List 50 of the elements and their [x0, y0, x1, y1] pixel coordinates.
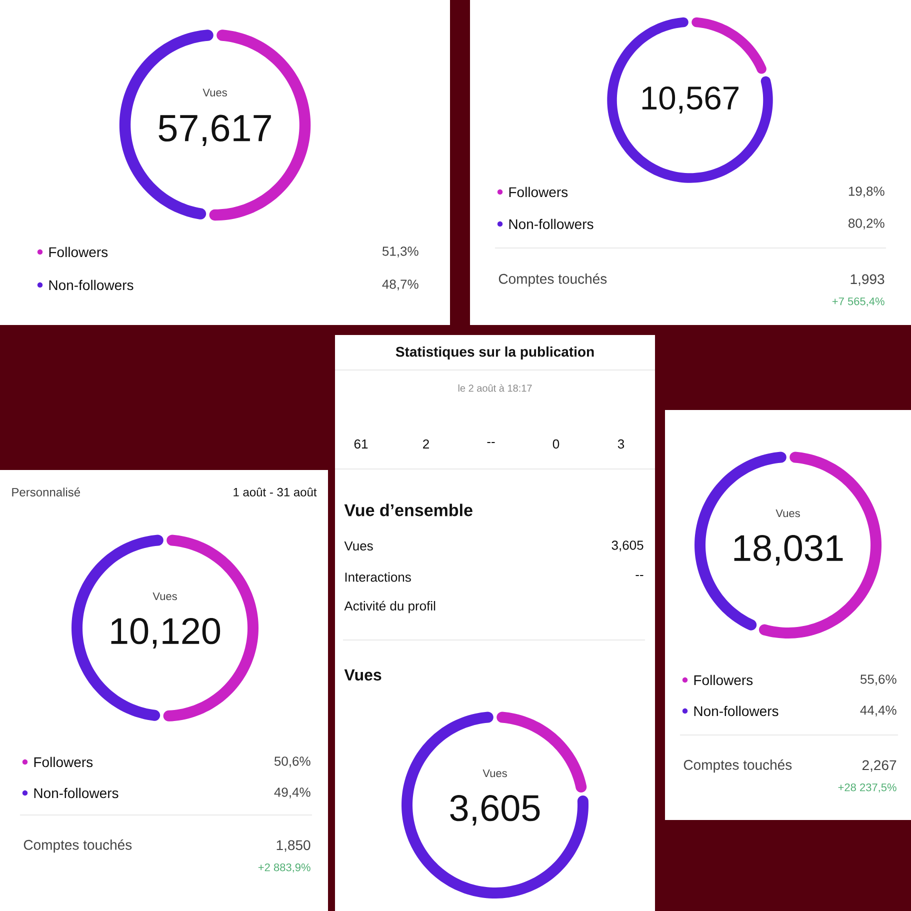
text: Vues [344, 669, 382, 681]
data-label: 48,7% [382, 280, 418, 290]
data-label: 49,4% [274, 788, 310, 798]
text: 2 [423, 439, 429, 449]
text: Interactions [345, 572, 411, 582]
text: 57,617 [158, 114, 271, 146]
text: -- [636, 575, 644, 576]
legend-label: Followers [34, 756, 93, 768]
data-label: 50,6% [274, 756, 310, 768]
text: Comptes touchés [24, 839, 132, 853]
data-label: 55,6% [860, 674, 896, 686]
text: 3 [618, 439, 624, 449]
legend-label: Followers [694, 674, 753, 686]
text: le 2 août à 18:17 [458, 384, 532, 392]
data-label: 44,4% [860, 706, 896, 716]
text: -- [487, 442, 495, 444]
data-label: 80,2% [848, 218, 884, 230]
data-label: 19,8% [848, 186, 884, 198]
text: 10,567 [642, 86, 738, 114]
text: +7 565,4% [832, 297, 884, 307]
text: 10,120 [111, 618, 220, 649]
text: 0 [552, 439, 560, 449]
text: Statistiques sur la publication [396, 346, 594, 360]
text: +2 883,9% [258, 863, 310, 873]
text: Vues [776, 509, 800, 518]
text: +28 237,5% [838, 783, 896, 793]
text: Vue d’ensemble [344, 504, 472, 516]
text: 3,605 [612, 540, 644, 552]
legend-label: Followers [509, 186, 568, 198]
legend-label: Non-followers [509, 218, 594, 230]
text: 1 août - 31 août [234, 488, 317, 496]
text: 3,605 [450, 795, 540, 826]
text: Comptes touchés [684, 759, 792, 773]
legend-label: Non-followers [34, 788, 118, 798]
text: Comptes touchés [498, 273, 607, 287]
legend-label: Followers [49, 246, 108, 258]
text: Vues [152, 592, 177, 600]
text: 1,993 [850, 274, 884, 286]
data-label: 51,3% [382, 246, 418, 258]
text: Activité du profil [344, 600, 436, 614]
text: Vues [344, 541, 373, 551]
text: 61 [354, 439, 368, 449]
legend-label: Non-followers [694, 706, 778, 716]
text: 1,850 [276, 840, 310, 852]
text: Personnalisé [12, 488, 80, 496]
text: 2,267 [862, 760, 896, 772]
legend-label: Non-followers [49, 280, 134, 290]
text: Vues [202, 88, 227, 96]
text: Vues [482, 769, 507, 778]
text: 18,031 [734, 535, 843, 566]
